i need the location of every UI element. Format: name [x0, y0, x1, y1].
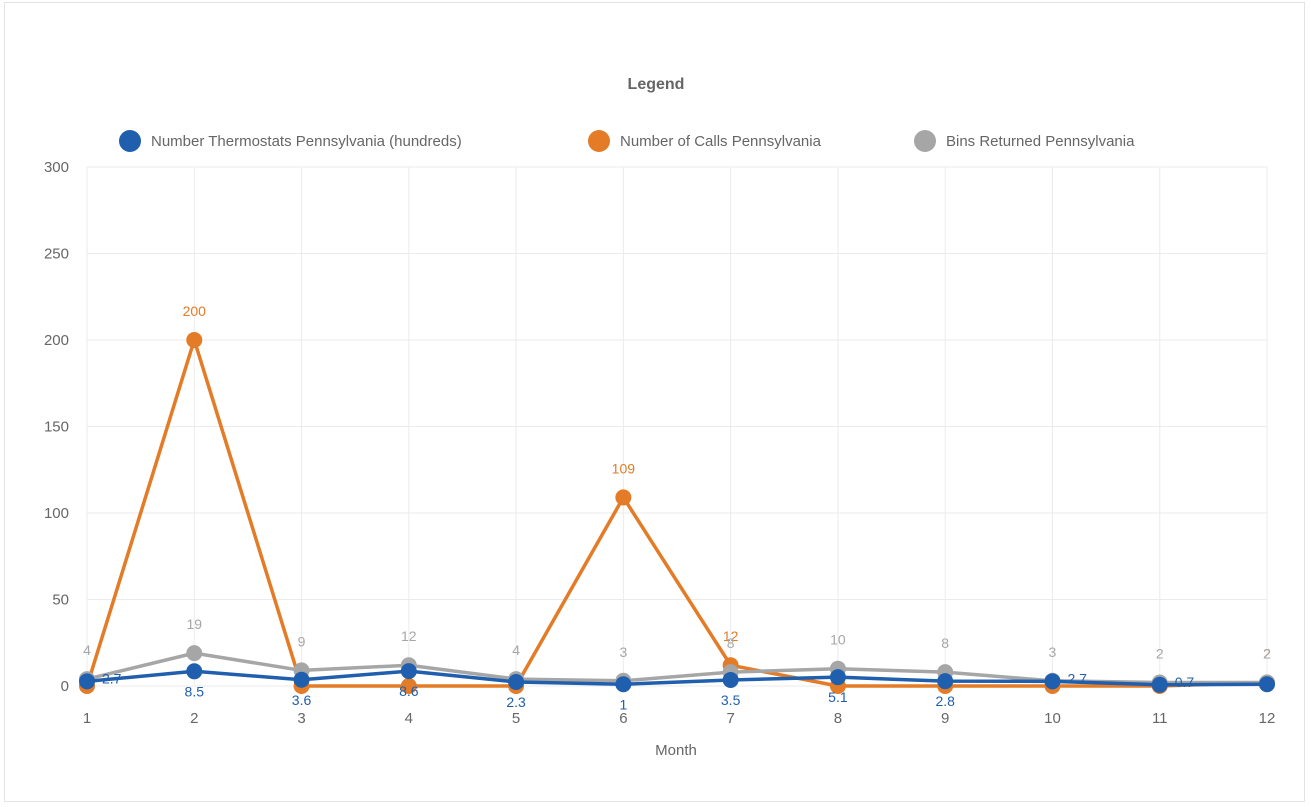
data-label: 0.7	[1175, 674, 1195, 690]
data-label: 1	[619, 696, 627, 712]
y-axis: 0 50 100 150 200 250 300	[44, 159, 69, 695]
data-label: 8.5	[185, 683, 205, 699]
series-line	[85, 338, 1268, 688]
x-tick-label: 8	[834, 710, 842, 727]
data-point[interactable]	[79, 673, 95, 690]
data-label: 5.1	[828, 689, 848, 705]
legend-marker	[119, 130, 141, 152]
data-labels: 2.78.53.68.62.3 1 3.5 5.1 2.82.7 0.7200109122…	[83, 303, 1271, 712]
legend-label: Bins Returned Pennsylvania	[946, 133, 1135, 150]
y-tick-label: 150	[44, 419, 69, 436]
x-tick-label: 6	[619, 710, 627, 727]
legend[interactable]: Number Thermostats Pennsylvania (hundred…	[119, 130, 1135, 152]
x-tick-label: 2	[190, 710, 198, 727]
data-label: 4	[83, 642, 91, 658]
data-label: 8	[727, 635, 735, 651]
data-label: 3.5	[721, 692, 741, 708]
data-label: 3	[1049, 644, 1057, 660]
legend-marker	[914, 130, 936, 152]
legend-item[interactable]: Number Thermostats Pennsylvania (hundred…	[119, 130, 462, 152]
legend-item[interactable]: Number of Calls Pennsylvania	[588, 130, 822, 152]
series-group	[79, 332, 1275, 694]
x-tick-label: 1	[83, 710, 91, 727]
data-point[interactable]	[186, 645, 203, 662]
data-point[interactable]	[1259, 676, 1275, 693]
legend-marker	[588, 130, 610, 152]
data-point[interactable]	[186, 332, 203, 348]
data-point[interactable]	[722, 671, 739, 688]
data-label: 12	[723, 628, 739, 644]
data-label: 8.6	[399, 683, 419, 699]
data-point[interactable]	[937, 673, 954, 690]
x-axis: 1 2 3 4 5 6 7 8 9 10 11 12	[83, 710, 1276, 727]
legend-title: Legend	[628, 76, 685, 93]
data-label: 2	[1263, 646, 1271, 662]
data-point[interactable]	[1151, 676, 1168, 693]
y-tick-label: 250	[44, 246, 69, 263]
y-tick-label: 200	[44, 332, 69, 349]
series-line	[86, 669, 1268, 687]
legend-label: Number of Calls Pennsylvania	[620, 133, 822, 150]
data-label: 4	[512, 642, 520, 658]
data-point[interactable]	[1044, 673, 1061, 690]
x-axis-title: Month	[655, 742, 697, 759]
legend-label: Number Thermostats Pennsylvania (hundred…	[151, 133, 462, 150]
data-label: 8	[941, 635, 949, 651]
x-tick-label: 12	[1259, 710, 1276, 727]
grid	[86, 166, 1268, 687]
data-point[interactable]	[400, 678, 417, 694]
chart-frame	[4, 2, 1305, 802]
legend-item[interactable]: Bins Returned Pennsylvania	[914, 130, 1135, 152]
data-point[interactable]	[400, 663, 417, 680]
data-label: 2	[1156, 646, 1164, 662]
x-tick-label: 4	[405, 710, 413, 727]
x-tick-label: 5	[512, 710, 520, 727]
data-label: 2.8	[935, 693, 955, 709]
x-tick-label: 9	[941, 710, 949, 727]
data-label: 3	[619, 644, 627, 660]
data-label: 2.7	[102, 670, 122, 686]
data-point[interactable]	[829, 669, 846, 686]
data-point[interactable]	[186, 663, 203, 680]
data-label: 2.7	[1067, 670, 1087, 686]
data-label: 2.3	[506, 694, 526, 710]
data-label: 19	[186, 616, 202, 632]
data-label: 200	[183, 303, 207, 319]
y-tick-label: 100	[44, 505, 69, 522]
y-tick-label: 0	[61, 678, 69, 695]
data-point[interactable]	[615, 489, 632, 506]
data-label: 3.6	[292, 692, 312, 708]
x-tick-label: 3	[297, 710, 305, 727]
data-label: 10	[830, 632, 846, 648]
data-point[interactable]	[508, 674, 525, 691]
data-label: 2	[1263, 646, 1271, 662]
data-label: 109	[612, 460, 636, 476]
data-point[interactable]	[293, 671, 310, 688]
y-tick-label: 300	[44, 159, 69, 176]
y-tick-label: 50	[52, 592, 69, 609]
data-label: 12	[401, 628, 417, 644]
x-tick-label: 11	[1152, 710, 1168, 727]
data-point[interactable]	[615, 676, 632, 693]
data-label: 9	[298, 633, 306, 649]
x-tick-label: 7	[726, 710, 734, 727]
x-tick-label: 10	[1044, 710, 1061, 727]
